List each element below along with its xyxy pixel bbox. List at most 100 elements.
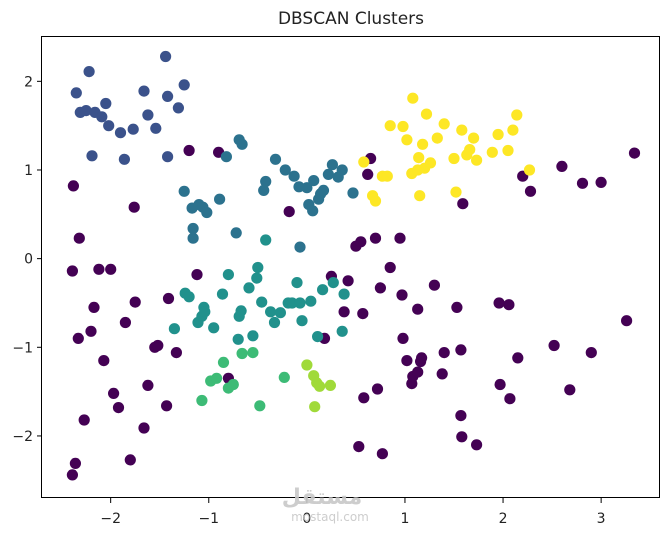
data-point [355,236,367,248]
data-point [78,414,90,426]
data-point [278,371,290,383]
data-point [324,379,336,391]
data-point [576,177,589,189]
data-point [222,269,234,281]
data-point [504,393,516,405]
data-point [208,322,220,334]
data-point [152,339,164,352]
data-point [468,132,480,144]
y-axis: −2 −1 0 1 2 [12,74,42,445]
data-point [260,234,272,246]
data-point [142,109,154,121]
data-point [327,277,339,289]
data-point [436,368,448,380]
data-point [358,392,370,404]
data-point [162,90,174,102]
x-tick-label: −1 [198,511,219,527]
x-tick-label: 1 [400,511,409,527]
data-point [317,284,329,296]
data-point [283,206,295,218]
data-point [66,265,78,277]
data-point [471,439,483,451]
data-point [201,206,213,219]
data-point [269,153,282,165]
data-point [294,241,306,253]
data-point [236,138,248,150]
data-point [511,109,523,121]
data-point [112,402,125,414]
data-point [312,331,324,343]
data-point [168,323,180,335]
data-point [412,303,424,315]
data-point [142,379,154,391]
data-point [455,410,467,422]
data-point [448,152,460,165]
data-point [243,282,255,294]
data-point [353,441,365,453]
data-point [85,325,97,337]
data-point [291,277,303,289]
data-point [265,306,277,318]
data-point [172,102,184,114]
data-point [251,272,263,284]
data-point [564,384,576,396]
data-point [308,175,320,187]
y-tick-label: 2 [24,74,33,90]
data-point [196,394,208,407]
data-point [235,305,247,317]
data-point [252,261,264,274]
y-tick-label: 0 [24,252,33,268]
data-point [161,400,173,412]
data-point [524,185,537,197]
data-point [220,151,232,163]
data-point [187,232,199,244]
data-point [162,292,175,305]
data-point [309,401,321,413]
data-point [336,164,348,176]
data-point [384,261,396,274]
data-point [307,205,319,217]
data-point [288,170,300,182]
data-point [397,120,409,133]
data-point [301,182,313,194]
data-point [317,184,330,196]
data-point [183,144,195,157]
data-point [216,288,229,300]
data-point [217,356,230,368]
data-point [471,154,483,166]
data-point [124,454,136,466]
data-point [414,190,426,202]
data-point [503,299,515,311]
data-point [494,378,506,391]
data-point [160,50,172,63]
data-point [118,153,130,165]
data-point [369,232,382,244]
plot-frame [41,36,660,498]
data-point [464,144,476,156]
data-point [438,118,450,130]
data-point [358,156,370,168]
data-point [416,352,428,364]
data-point [286,297,298,309]
data-point [296,315,308,327]
data-point [73,232,85,244]
data-point [512,352,524,364]
data-point [401,355,413,367]
data-point [523,164,536,176]
data-point [336,325,348,337]
data-point [326,159,338,171]
x-tick-label: −2 [100,511,121,527]
x-tick-label: 3 [597,511,606,527]
data-point [455,344,467,356]
data-point [236,347,248,360]
data-point [211,372,223,384]
data-point [493,297,505,309]
data-point [232,333,244,345]
data-point [138,422,150,434]
data-point [67,180,79,192]
data-point [376,448,388,460]
data-point [191,269,203,281]
data-point [548,339,560,352]
data-point [338,288,350,300]
